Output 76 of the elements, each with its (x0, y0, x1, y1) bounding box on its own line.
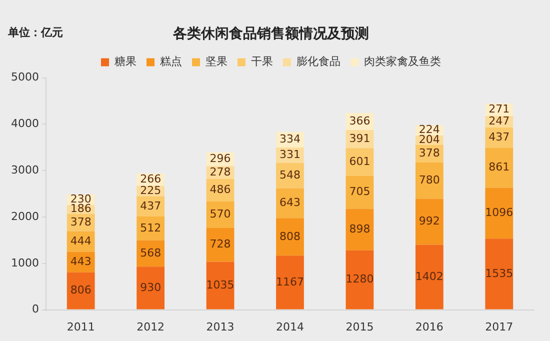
legend-label: 糖果 (114, 55, 136, 68)
bar (346, 176, 374, 209)
data-label: 437 (140, 199, 162, 212)
data-label: 366 (349, 114, 370, 128)
data-label: 391 (349, 132, 370, 145)
data-label: 331 (279, 148, 300, 162)
bar (346, 250, 374, 310)
x-tick-label: 2017 (485, 320, 514, 334)
y-tick-label: 1000 (10, 256, 39, 270)
bar (206, 262, 234, 310)
bar (485, 188, 514, 239)
data-label: 1280 (346, 272, 374, 286)
y-tick-label: 2000 (10, 210, 39, 223)
bar (136, 266, 165, 310)
data-label: 780 (418, 173, 440, 186)
legend-label: 糕点 (160, 55, 182, 68)
data-label: 992 (418, 214, 440, 228)
data-label: 728 (210, 238, 231, 251)
data-label: 278 (210, 165, 231, 178)
data-label: 568 (140, 246, 162, 260)
data-label: 1167 (276, 275, 304, 288)
legend-label: 膨化食品 (296, 55, 340, 68)
bar (136, 216, 165, 240)
legend-label: 干果 (251, 55, 273, 68)
y-tick-label: 5000 (10, 70, 39, 84)
data-label: 548 (279, 168, 300, 182)
data-label: 705 (349, 185, 370, 198)
data-label: 443 (70, 254, 92, 268)
data-label: 266 (140, 172, 162, 186)
data-label: 296 (210, 152, 231, 166)
bar (276, 218, 304, 256)
bar (415, 244, 444, 310)
legend-label: 肉类家禽及鱼类 (364, 55, 441, 68)
y-tick-label: 3000 (10, 163, 39, 176)
bar (415, 198, 444, 245)
data-label: 861 (488, 160, 510, 174)
x-tick-label: 2012 (136, 320, 165, 334)
data-label: 271 (488, 102, 510, 116)
data-label: 1402 (415, 270, 444, 283)
bar (415, 162, 444, 199)
data-label: 444 (70, 234, 92, 248)
x-tick-label: 2011 (66, 320, 95, 334)
data-label: 601 (349, 154, 370, 168)
legend-label: 坚果 (206, 55, 228, 68)
x-tick-label: 2013 (206, 320, 234, 334)
y-axis-title: 单位：亿元 (7, 26, 63, 39)
data-label: 512 (140, 221, 162, 234)
x-tick-label: 2015 (346, 320, 374, 334)
bar (485, 238, 514, 310)
data-label: 247 (488, 114, 510, 128)
bar (276, 256, 304, 310)
chart-title: 各类休闲食品销售额情况及预测 (172, 25, 369, 42)
data-label: 570 (210, 208, 231, 221)
data-label: 806 (70, 284, 92, 297)
data-label: 808 (279, 230, 300, 243)
data-label: 378 (70, 215, 92, 228)
y-tick-label: 4000 (10, 117, 39, 130)
data-label: 378 (418, 146, 440, 160)
data-label: 1096 (485, 206, 514, 220)
data-label: 437 (488, 130, 510, 144)
data-label: 186 (70, 202, 92, 216)
data-label: 486 (210, 183, 231, 196)
bar (206, 228, 234, 262)
data-label: 334 (279, 132, 300, 146)
bar (66, 272, 95, 310)
y-tick-label: 0 (32, 302, 39, 316)
data-label: 1535 (485, 266, 514, 280)
data-label: 643 (279, 196, 300, 210)
data-label: 1035 (206, 278, 234, 292)
x-tick-label: 2014 (276, 320, 304, 334)
bar (346, 208, 374, 250)
data-label: 225 (140, 184, 162, 197)
x-tick-label: 2016 (415, 320, 444, 334)
bar (485, 148, 514, 188)
data-label: 930 (140, 280, 162, 294)
data-label: 898 (349, 222, 370, 236)
